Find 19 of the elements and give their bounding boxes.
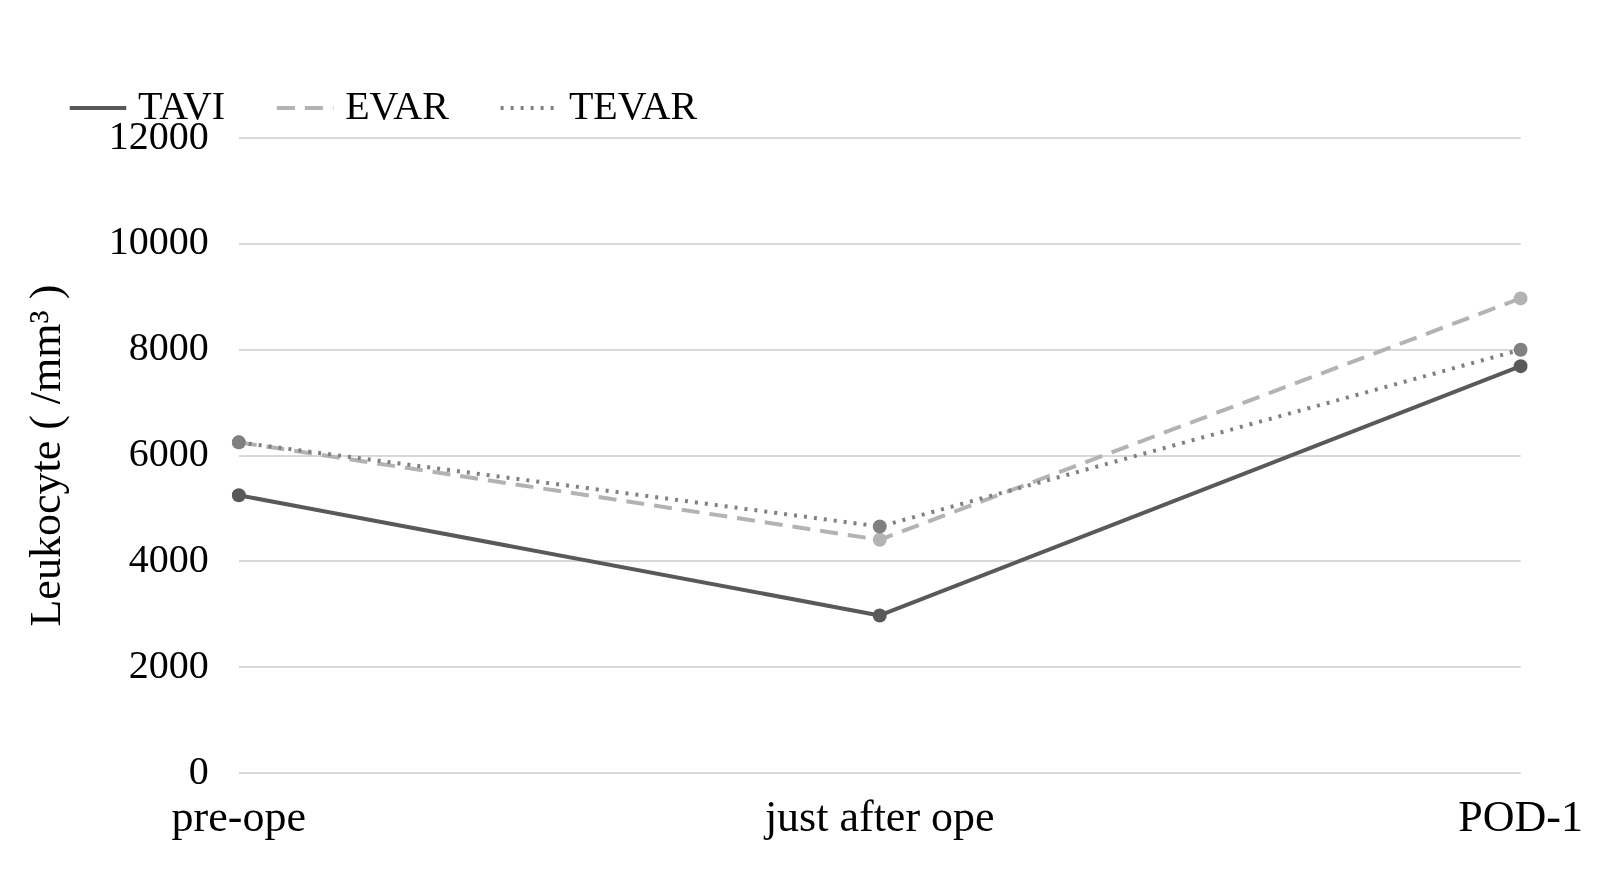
x-tick-label: POD-1 (1458, 792, 1584, 842)
y-tick-label: 10000 (108, 218, 209, 264)
point (1513, 359, 1528, 374)
y-tick-label: 8000 (128, 324, 209, 370)
point (231, 488, 246, 503)
point (872, 519, 887, 534)
x-tick-label: pre-ope (171, 792, 306, 842)
point (1513, 291, 1528, 306)
point (1513, 342, 1528, 357)
y-tick-label: 2000 (128, 641, 209, 687)
y-tick-label: 0 (188, 747, 209, 793)
legend-label: EVAR (345, 82, 450, 128)
legend-label: TEVAR (568, 82, 698, 128)
point (872, 532, 887, 547)
y-tick-label: 4000 (128, 535, 209, 581)
y-tick-label: 6000 (128, 430, 209, 476)
y-axis-title: Leukocyte ( /mm³ ) (20, 284, 70, 627)
point (872, 608, 887, 623)
x-tick-label: just after ope (762, 792, 995, 842)
